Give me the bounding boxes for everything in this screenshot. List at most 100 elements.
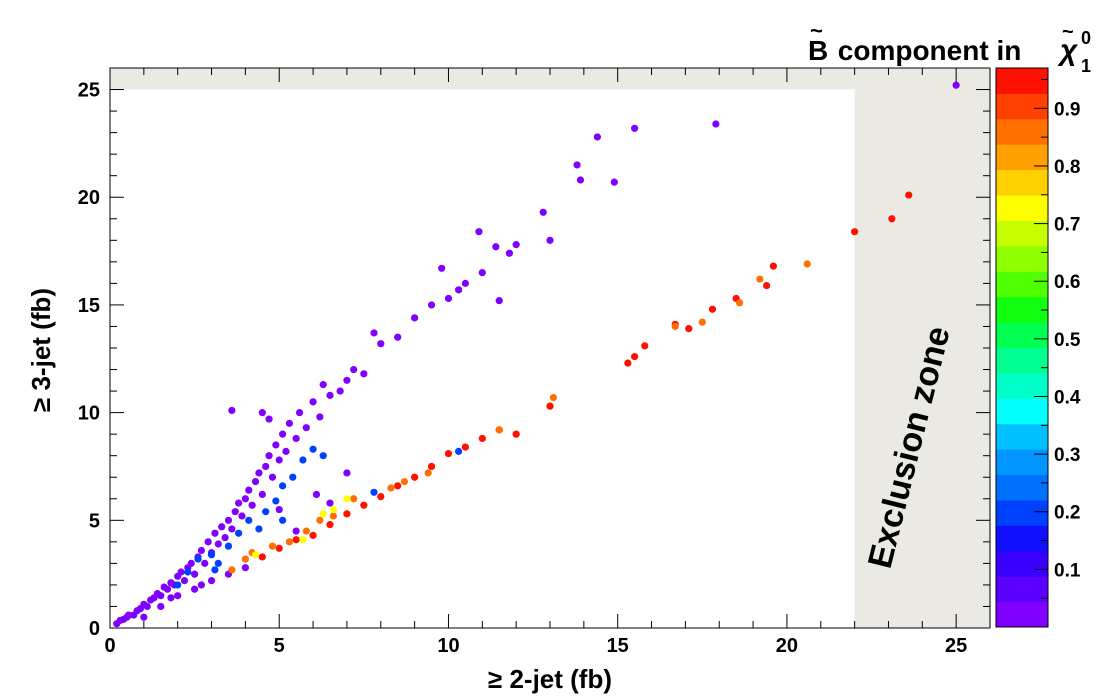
data-point bbox=[214, 559, 222, 567]
data-point bbox=[251, 551, 260, 559]
data-point bbox=[803, 260, 811, 268]
data-point bbox=[905, 191, 913, 199]
data-point bbox=[292, 527, 300, 535]
data-point bbox=[191, 585, 199, 593]
colorbar-swatch bbox=[996, 68, 1048, 94]
data-point bbox=[576, 176, 585, 184]
data-point bbox=[685, 325, 693, 333]
data-point bbox=[326, 521, 334, 529]
data-point bbox=[228, 566, 236, 574]
data-point bbox=[279, 430, 287, 438]
data-point bbox=[394, 482, 402, 490]
y-axis-label: ≥ 3-jet (fb) bbox=[26, 288, 56, 412]
x-tick-label: 15 bbox=[607, 635, 629, 657]
data-point bbox=[319, 381, 327, 389]
colorbar-swatch bbox=[996, 195, 1048, 221]
colorbar-swatch bbox=[996, 499, 1048, 526]
data-point bbox=[201, 559, 209, 567]
data-point bbox=[387, 484, 395, 492]
colorbar-swatch bbox=[996, 347, 1048, 374]
data-point bbox=[319, 510, 327, 518]
data-point bbox=[763, 281, 771, 290]
colorbar-swatch bbox=[996, 271, 1048, 298]
data-point bbox=[289, 473, 297, 481]
data-point bbox=[299, 536, 307, 544]
colorbar-swatch bbox=[996, 449, 1048, 476]
data-point bbox=[888, 215, 896, 223]
data-point bbox=[272, 497, 280, 505]
data-point bbox=[309, 445, 317, 453]
data-point bbox=[157, 602, 165, 611]
data-point bbox=[377, 493, 385, 501]
colorbar-tick-label: 0.7 bbox=[1054, 215, 1080, 236]
data-point bbox=[163, 585, 172, 593]
data-point bbox=[302, 424, 310, 432]
colorbar-title-chi: χ bbox=[1057, 34, 1079, 67]
colorbar-title-superscript: 0 bbox=[1081, 28, 1091, 48]
data-point bbox=[194, 555, 202, 563]
data-point bbox=[444, 294, 453, 303]
data-point bbox=[495, 297, 503, 305]
colorbar-title-subscript: 1 bbox=[1081, 56, 1091, 76]
data-point bbox=[319, 452, 327, 460]
data-point bbox=[191, 570, 199, 578]
data-point bbox=[343, 495, 351, 503]
data-point bbox=[167, 594, 175, 602]
data-point bbox=[512, 241, 520, 249]
colorbar-title: B ~ component in χ ~ 0 1 bbox=[808, 18, 1091, 76]
data-point bbox=[207, 551, 216, 559]
data-point bbox=[624, 359, 632, 367]
data-point bbox=[143, 602, 151, 611]
data-point bbox=[125, 611, 133, 619]
data-point bbox=[140, 613, 148, 621]
data-point bbox=[245, 486, 253, 494]
data-point bbox=[228, 406, 236, 415]
colorbar-tick-label: 0.3 bbox=[1054, 445, 1080, 466]
data-point bbox=[698, 318, 706, 326]
data-point bbox=[539, 208, 547, 216]
colorbar-swatch bbox=[996, 220, 1048, 247]
data-point bbox=[336, 387, 344, 395]
data-point bbox=[631, 124, 639, 132]
data-point bbox=[231, 508, 239, 516]
data-point bbox=[427, 462, 436, 471]
data-point bbox=[292, 536, 300, 544]
data-point bbox=[512, 430, 520, 438]
data-point bbox=[279, 482, 287, 490]
data-point bbox=[455, 286, 463, 294]
data-point bbox=[329, 512, 337, 520]
data-point bbox=[478, 269, 486, 277]
data-point bbox=[180, 577, 189, 585]
data-point bbox=[316, 516, 324, 524]
data-point bbox=[224, 542, 233, 550]
data-point bbox=[299, 456, 307, 464]
colorbar-frame bbox=[995, 67, 1049, 628]
data-point bbox=[438, 264, 446, 272]
data-point bbox=[735, 299, 744, 307]
data-point bbox=[214, 540, 222, 548]
colorbar-swatch bbox=[996, 169, 1048, 196]
data-point bbox=[343, 469, 351, 477]
data-point bbox=[411, 473, 419, 481]
data-point bbox=[455, 447, 463, 455]
data-point bbox=[285, 419, 293, 427]
colorbar-tick-label: 0.6 bbox=[1054, 272, 1080, 293]
colorbar-swatch bbox=[996, 296, 1048, 323]
y-tick-label: 15 bbox=[78, 295, 100, 317]
data-point bbox=[295, 409, 304, 417]
colorbar-swatch bbox=[996, 398, 1048, 425]
data-point bbox=[631, 353, 639, 361]
data-point bbox=[265, 415, 273, 423]
x-tick-label: 5 bbox=[274, 635, 285, 657]
colorbar-tick-label: 0.8 bbox=[1054, 157, 1080, 178]
colorbar-title-tilde: ~ bbox=[810, 18, 823, 43]
data-point bbox=[275, 456, 283, 464]
data-point bbox=[285, 538, 293, 546]
x-tick-label: 10 bbox=[437, 635, 459, 657]
colorbar-swatch bbox=[996, 550, 1048, 577]
data-point bbox=[245, 516, 253, 524]
data-point bbox=[573, 161, 581, 169]
data-point bbox=[461, 279, 469, 287]
data-point bbox=[197, 546, 205, 555]
data-point bbox=[235, 499, 243, 507]
